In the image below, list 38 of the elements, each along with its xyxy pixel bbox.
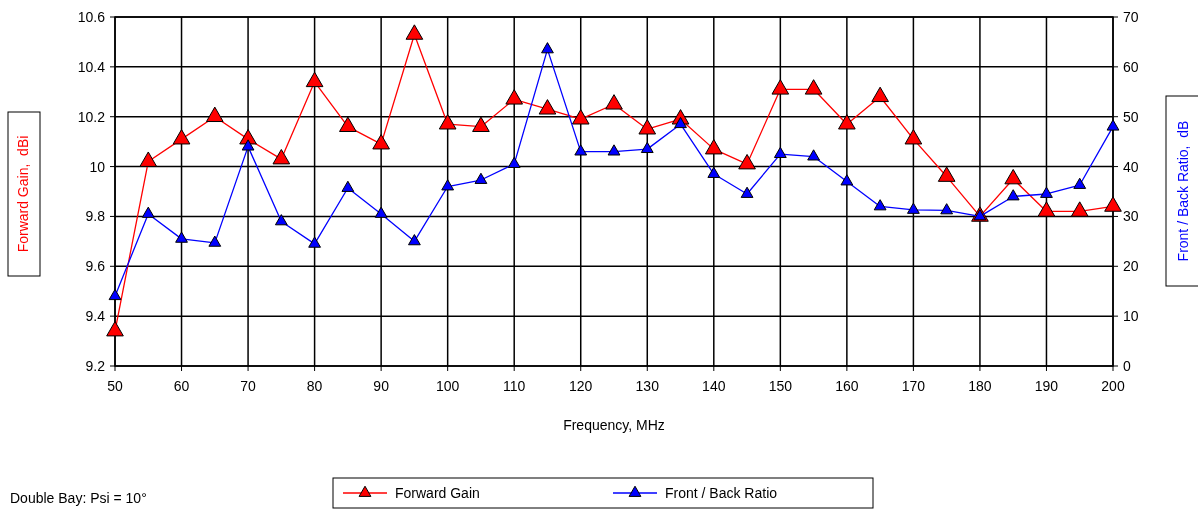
y2-tick-label: 0 bbox=[1123, 358, 1131, 374]
y-tick-label: 9.2 bbox=[85, 358, 106, 374]
y-tick-label: 9.4 bbox=[85, 308, 106, 325]
y-tick-label: 10.4 bbox=[77, 58, 106, 75]
legend-label: Front / Back Ratio bbox=[665, 485, 778, 501]
y-axis-title: Forward Gain, dBi bbox=[15, 135, 31, 253]
y-tick-label: 10.2 bbox=[77, 108, 106, 125]
y2-tick-label: 50 bbox=[1123, 108, 1139, 125]
x-tick-label: 120 bbox=[569, 378, 593, 394]
x-tick-label: 130 bbox=[635, 378, 660, 394]
y2-tick-label: 70 bbox=[1123, 9, 1139, 25]
x-tick-label: 200 bbox=[1101, 378, 1125, 394]
x-tick-label: 180 bbox=[968, 378, 992, 394]
x-tick-label: 70 bbox=[240, 378, 257, 394]
y-tick-label: 9.8 bbox=[85, 208, 106, 225]
y-tick-label: 9.6 bbox=[85, 258, 106, 275]
x-tick-label: 100 bbox=[435, 378, 460, 394]
y2-tick-label: 10 bbox=[1123, 308, 1139, 325]
x-tick-label: 50 bbox=[107, 378, 123, 394]
y2-tick-label: 20 bbox=[1123, 258, 1139, 275]
y2-tick-label: 40 bbox=[1123, 158, 1139, 175]
x-tick-label: 150 bbox=[768, 378, 793, 394]
x-tick-label: 80 bbox=[306, 378, 323, 394]
y-tick-label: 10.6 bbox=[77, 9, 106, 25]
x-tick-label: 110 bbox=[503, 378, 526, 394]
y-tick-label: 10 bbox=[89, 158, 106, 175]
x-tick-label: 90 bbox=[373, 378, 390, 394]
y2-axis-title: Front / Back Ratio, dB bbox=[1175, 120, 1191, 262]
x-tick-label: 140 bbox=[702, 378, 726, 394]
x-tick-label: 190 bbox=[1034, 378, 1059, 394]
x-tick-label: 60 bbox=[173, 378, 190, 394]
x-tick-label: 170 bbox=[901, 378, 926, 394]
y2-tick-label: 30 bbox=[1123, 208, 1139, 225]
x-axis-title: Frequency, MHz bbox=[563, 417, 665, 433]
y2-tick-label: 60 bbox=[1123, 58, 1139, 75]
x-tick-label: 160 bbox=[835, 378, 859, 394]
legend-label: Forward Gain bbox=[395, 485, 480, 501]
text: Double Bay: Psi = 10° bbox=[10, 490, 147, 506]
